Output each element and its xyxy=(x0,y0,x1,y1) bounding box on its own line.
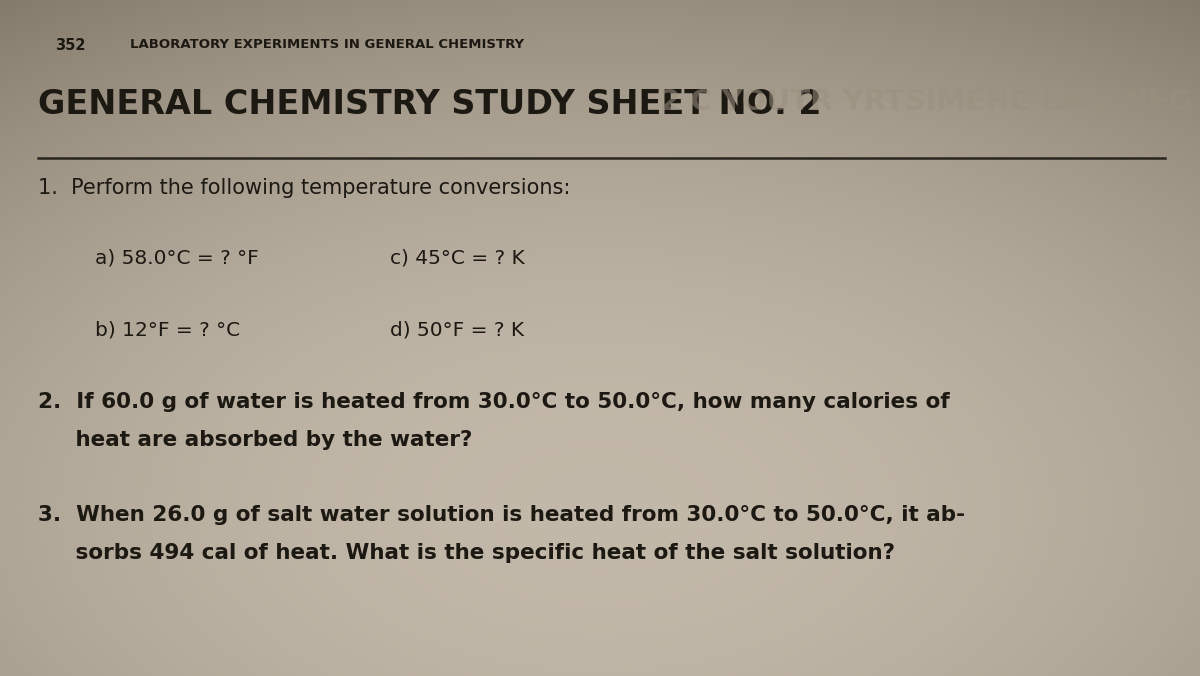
Text: sorbs 494 cal of heat. What is the specific heat of the salt solution?: sorbs 494 cal of heat. What is the speci… xyxy=(38,543,895,563)
Text: 1.  Perform the following temperature conversions:: 1. Perform the following temperature con… xyxy=(38,178,570,198)
Text: LABORATORY EXPERIMENTS IN GENERAL CHEMISTRY: LABORATORY EXPERIMENTS IN GENERAL CHEMIS… xyxy=(130,38,524,51)
Text: 3.  When 26.0 g of salt water solution is heated from 30.0°C to 50.0°C, it ab-: 3. When 26.0 g of salt water solution is… xyxy=(38,505,965,525)
Text: d) 50°F = ? K: d) 50°F = ? K xyxy=(390,320,524,339)
Text: 2.  If 60.0 g of water is heated from 30.0°C to 50.0°C, how many calories of: 2. If 60.0 g of water is heated from 30.… xyxy=(38,392,949,412)
Text: heat are absorbed by the water?: heat are absorbed by the water? xyxy=(38,430,473,450)
Text: 2 С YOUTR YRTSIМEHC LARENEG: 2 С YOUTR YRTSIМEHC LARENEG xyxy=(660,88,1193,116)
Text: a) 58.0°C = ? °F: a) 58.0°C = ? °F xyxy=(95,248,259,267)
Text: 352: 352 xyxy=(55,38,85,53)
Text: GENERAL CHEMISTRY STUDY SHEET NO. 2: GENERAL CHEMISTRY STUDY SHEET NO. 2 xyxy=(38,88,822,121)
Text: b) 12°F = ? °C: b) 12°F = ? °C xyxy=(95,320,240,339)
Text: c) 45°C = ? K: c) 45°C = ? K xyxy=(390,248,524,267)
